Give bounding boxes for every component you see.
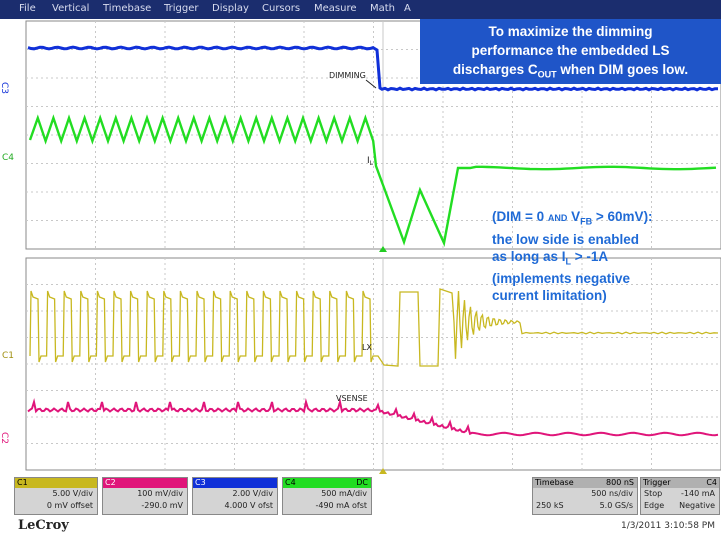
channel-2-panel[interactable]: C2 100 mV/div -290.0 mV xyxy=(102,477,188,515)
lecroy-logo: LeCroy xyxy=(18,518,69,533)
callout-line-1: To maximize the dimming xyxy=(488,24,653,39)
timebase-panel[interactable]: Timebase 800 nS 500 ns/div 250 kS 5.0 GS/s xyxy=(532,477,638,515)
note-line-5: current limitation) xyxy=(492,288,607,304)
ch3-marker: C3 xyxy=(0,82,9,94)
callout-line-2: performance the embedded LS xyxy=(471,43,670,58)
timebase-header: Timebase 800 nS xyxy=(533,478,637,488)
menu-measure[interactable]: Measure xyxy=(314,3,357,14)
channel-2-header: C2 xyxy=(103,478,187,488)
low-side-note: (DIM = 0 AND VFB > 60mV): the low side i… xyxy=(492,208,721,304)
channel-4-scale: 500 mA/div xyxy=(321,489,367,498)
channel-4-offset: -490 mA ofst xyxy=(315,501,367,510)
menu-file[interactable]: File xyxy=(19,3,36,14)
channel-1-panel[interactable]: C1 5.00 V/div 0 mV offset xyxy=(14,477,98,515)
callout-line-3: discharges COUT when DIM goes low. xyxy=(452,62,689,80)
dimming-trace xyxy=(27,45,718,92)
ch1-marker: C1 xyxy=(2,351,14,361)
scope-display: DIMMING IL LX VSENSE C3 C4 C1 C2 xyxy=(0,20,721,474)
dimming-label-leader xyxy=(365,79,377,89)
menu-trigger[interactable]: Trigger xyxy=(164,3,199,14)
channel-1-header: C1 xyxy=(15,478,97,488)
menu-vertical[interactable]: Vertical xyxy=(52,3,90,14)
channel-3-header: C3 xyxy=(193,478,277,488)
trigger-slope: Edge Negative xyxy=(644,501,715,510)
trigger-panel[interactable]: Trigger C4 Stop -140 mA Edge Negative xyxy=(640,477,720,515)
channel-3-offset: 4.000 V ofst xyxy=(224,501,273,510)
timebase-rate: 500 ns/div xyxy=(591,489,633,498)
note-line-1: (DIM = 0 AND VFB > 60mV): xyxy=(492,209,653,227)
channel-3-panel[interactable]: C3 2.00 V/div 4.000 V ofst xyxy=(192,477,278,515)
channel-3-scale: 2.00 V/div xyxy=(232,489,273,498)
channel-1-scale: 5.00 V/div xyxy=(52,489,93,498)
il-label: IL xyxy=(367,156,374,167)
trigger-level: Stop -140 mA xyxy=(644,489,715,498)
status-bar: C1 5.00 V/div 0 mV offset C2 100 mV/div … xyxy=(0,475,721,539)
note-line-3: as long as IL > -1A xyxy=(492,248,609,267)
dimming-label: DIMMING xyxy=(329,71,366,80)
menu-timebase[interactable]: Timebase xyxy=(103,3,152,14)
inductor-current-trace xyxy=(28,114,717,247)
vsense-label: VSENSE xyxy=(336,394,368,403)
ch4-marker: C4 xyxy=(2,153,14,163)
grid xyxy=(25,20,721,471)
dimming-callout: To maximize the dimming performance the … xyxy=(420,19,721,84)
menu-display[interactable]: Display xyxy=(212,3,249,14)
note-line-2: the low side is enabled xyxy=(492,231,640,247)
channel-4-panel[interactable]: C4 DC 500 mA/div -490 mA ofst xyxy=(282,477,372,515)
channel-2-scale: 100 mV/div xyxy=(137,489,183,498)
trigger-marker-top xyxy=(379,246,387,252)
menu-analysis[interactable]: A xyxy=(404,3,411,14)
note-line-4: (implements negative xyxy=(492,271,631,287)
menu-cursors[interactable]: Cursors xyxy=(262,3,301,14)
trigger-marker-bottom xyxy=(379,468,387,474)
lx-label: LX xyxy=(362,343,372,352)
timestamp: 1/3/2011 3:10:58 PM xyxy=(620,521,715,531)
channel-4-header: C4 DC xyxy=(283,478,371,488)
lx-trace xyxy=(29,288,719,367)
timebase-samples: 250 kS 5.0 GS/s xyxy=(536,501,633,510)
menu-bar: File Vertical Timebase Trigger Display C… xyxy=(0,0,721,19)
ch2-marker: C2 xyxy=(0,432,9,444)
channel-2-offset: -290.0 mV xyxy=(141,501,183,510)
vsense-trace xyxy=(27,398,719,437)
menu-math[interactable]: Math xyxy=(370,3,396,14)
channel-1-offset: 0 mV offset xyxy=(46,501,93,510)
trigger-header: Trigger C4 xyxy=(641,478,719,488)
